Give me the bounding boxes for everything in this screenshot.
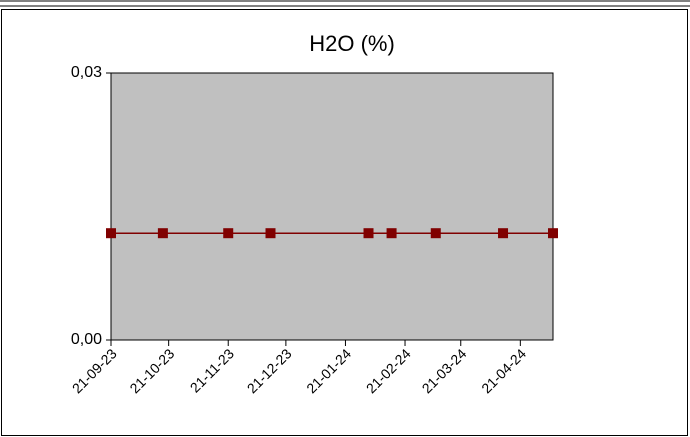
data-point	[548, 228, 558, 239]
plot-area	[110, 72, 554, 341]
data-point	[223, 228, 234, 239]
chart-title: H2O (%)	[309, 31, 395, 56]
data-point	[430, 228, 441, 239]
data-point	[157, 228, 168, 239]
chart-frame	[1, 9, 688, 436]
data-point	[106, 228, 116, 239]
data-point	[498, 228, 509, 239]
y-tick-label: 0,03	[71, 64, 102, 81]
data-point	[265, 228, 276, 239]
y-tick-label: 0,00	[71, 331, 102, 348]
data-point	[363, 228, 374, 239]
data-point	[386, 228, 397, 239]
